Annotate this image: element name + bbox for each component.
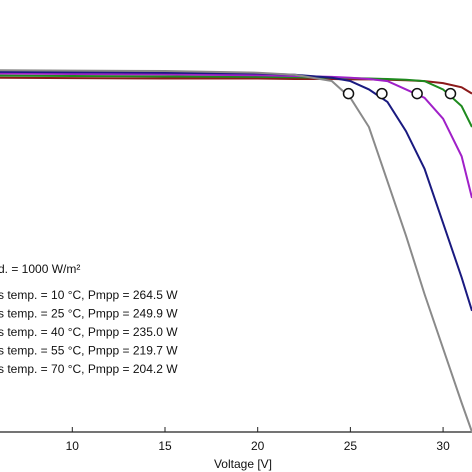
iv-curve (0, 76, 472, 95)
iv-curve (0, 70, 472, 312)
x-tick-label: 15 (158, 439, 172, 453)
legend-entry: s temp. = 40 °C, Pmpp = 235.0 W (0, 325, 178, 339)
legend-entry: s temp. = 10 °C, Pmpp = 264.5 W (0, 288, 178, 302)
mpp-marker (444, 87, 457, 100)
x-tick-label: 30 (436, 439, 450, 453)
x-tick-label: 25 (344, 439, 358, 453)
x-axis-label: Voltage [V] (214, 457, 272, 471)
iv-curve (0, 74, 472, 128)
mpp-marker (342, 87, 355, 100)
iv-curve (0, 69, 472, 433)
mpp-marker (376, 87, 388, 100)
x-tick-label: 20 (251, 439, 265, 453)
iv-curve (0, 72, 472, 199)
legend-entry: s temp. = 25 °C, Pmpp = 249.9 W (0, 307, 178, 321)
annotation: d. = 1000 W/m² (0, 262, 80, 276)
mpp-marker (411, 87, 423, 100)
x-tick-label: 10 (66, 439, 80, 453)
legend-entry: s temp. = 70 °C, Pmpp = 204.2 W (0, 362, 178, 376)
legend-entry: s temp. = 55 °C, Pmpp = 219.7 W (0, 344, 178, 358)
